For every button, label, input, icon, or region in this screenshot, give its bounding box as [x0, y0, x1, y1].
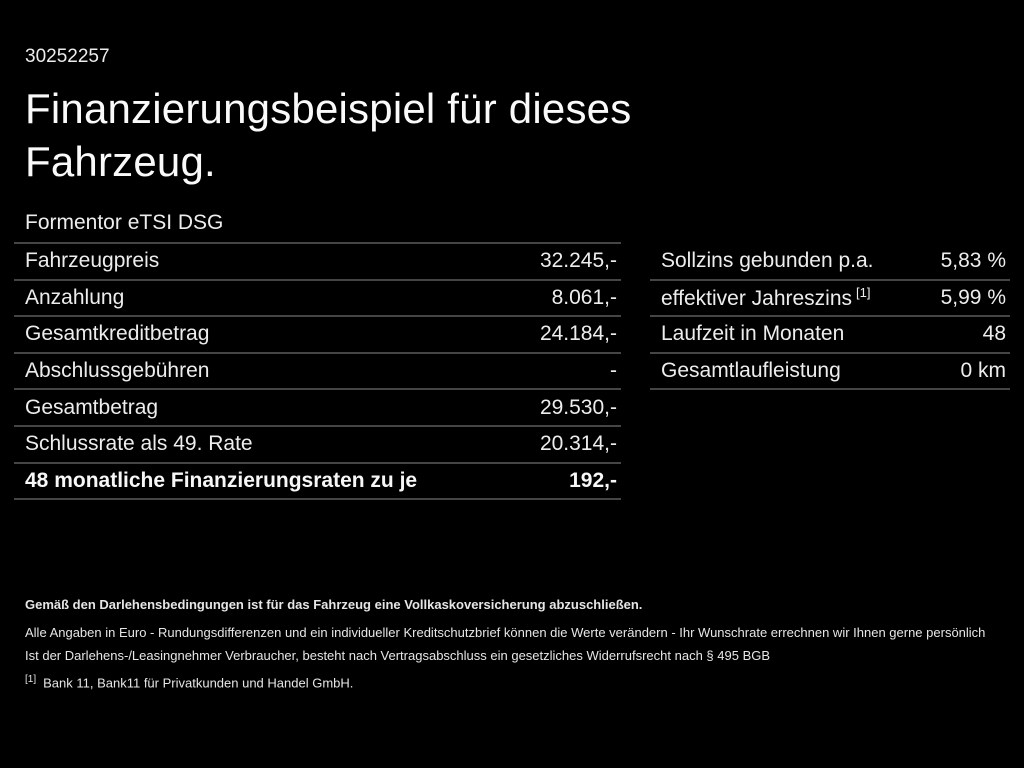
- footnote-marker: [1]: [25, 674, 37, 685]
- row-value: 29.530,-: [539, 395, 617, 419]
- row-value: 32.245,-: [539, 249, 617, 273]
- footnote-text: Bank 11, Bank11 für Privatkunden und Han…: [43, 675, 354, 691]
- row-label: Gesamtkreditbetrag: [25, 322, 210, 346]
- row-value: 8.061,-: [551, 285, 617, 309]
- row-value: 20.314,-: [539, 432, 617, 456]
- table-row: Gesamtbetrag 29.530,-: [14, 390, 621, 427]
- footer-withdrawal-note: Ist der Darlehens-/Leasingnehmer Verbrau…: [25, 648, 771, 663]
- row-label: Anzahlung: [25, 285, 125, 309]
- row-label: Schlussrate als 49. Rate: [25, 432, 253, 456]
- row-label: 48 monatliche Finanzierungsraten zu je: [25, 468, 418, 492]
- row-label: Laufzeit in Monaten: [661, 322, 845, 346]
- row-label: Fahrzeugpreis: [25, 249, 160, 273]
- footer-disclaimer: Alle Angaben in Euro - Rundungsdifferenz…: [25, 625, 986, 640]
- table-row: Laufzeit in Monaten 48: [650, 317, 1010, 354]
- table-row: Fahrzeugpreis 32.245,-: [14, 244, 621, 281]
- row-value: 192,-: [569, 468, 617, 492]
- table-row: Sollzins gebunden p.a. 5,83 %: [650, 244, 1010, 281]
- table-row-monthly-rate: 48 monatliche Finanzierungsraten zu je 1…: [14, 464, 621, 501]
- row-value: 24.184,-: [539, 322, 617, 346]
- row-value: -: [610, 359, 617, 383]
- row-label: Gesamtbetrag: [25, 395, 159, 419]
- table-row: Gesamtkreditbetrag 24.184,-: [14, 317, 621, 354]
- table-row: Schlussrate als 49. Rate 20.314,-: [14, 427, 621, 464]
- page-title-line1: Finanzierungsbeispiel für dieses: [25, 85, 632, 132]
- table-row: Gesamtlaufleistung 0 km: [650, 354, 1010, 391]
- row-label: effektiver Jahreszins [1]: [661, 284, 871, 310]
- footer-footnote: [1] Bank 11, Bank11 für Privatkunden und …: [25, 672, 1000, 691]
- page-title-line2: Fahrzeug.: [25, 138, 216, 185]
- model-name: Formentor eTSI DSG: [25, 211, 224, 234]
- table-row: Abschlussgebühren -: [14, 354, 621, 391]
- row-value: 5,99 %: [940, 285, 1006, 309]
- footnote-reference: [1]: [856, 284, 871, 300]
- table-row: effektiver Jahreszins [1] 5,99 %: [650, 281, 1010, 318]
- vehicle-id: 30252257: [25, 46, 110, 67]
- legal-footer: Gemäß den Darlehensbedingungen ist für d…: [25, 597, 1000, 691]
- page-title: Finanzierungsbeispiel für dieses Fahrzeu…: [25, 82, 631, 188]
- row-value: 5,83 %: [940, 249, 1006, 273]
- row-label: Abschlussgebühren: [25, 359, 210, 383]
- table-row: Anzahlung 8.061,-: [14, 281, 621, 318]
- row-label: Gesamtlaufleistung: [661, 359, 841, 383]
- conditions-table: Sollzins gebunden p.a. 5,83 % effektiver…: [650, 244, 1010, 391]
- row-value: 48: [982, 322, 1006, 346]
- financing-table: Fahrzeugpreis 32.245,- Anzahlung 8.061,-…: [14, 242, 621, 501]
- row-value: 0 km: [960, 359, 1006, 383]
- footer-insurance-note: Gemäß den Darlehensbedingungen ist für d…: [25, 597, 643, 612]
- row-label: Sollzins gebunden p.a.: [661, 249, 874, 273]
